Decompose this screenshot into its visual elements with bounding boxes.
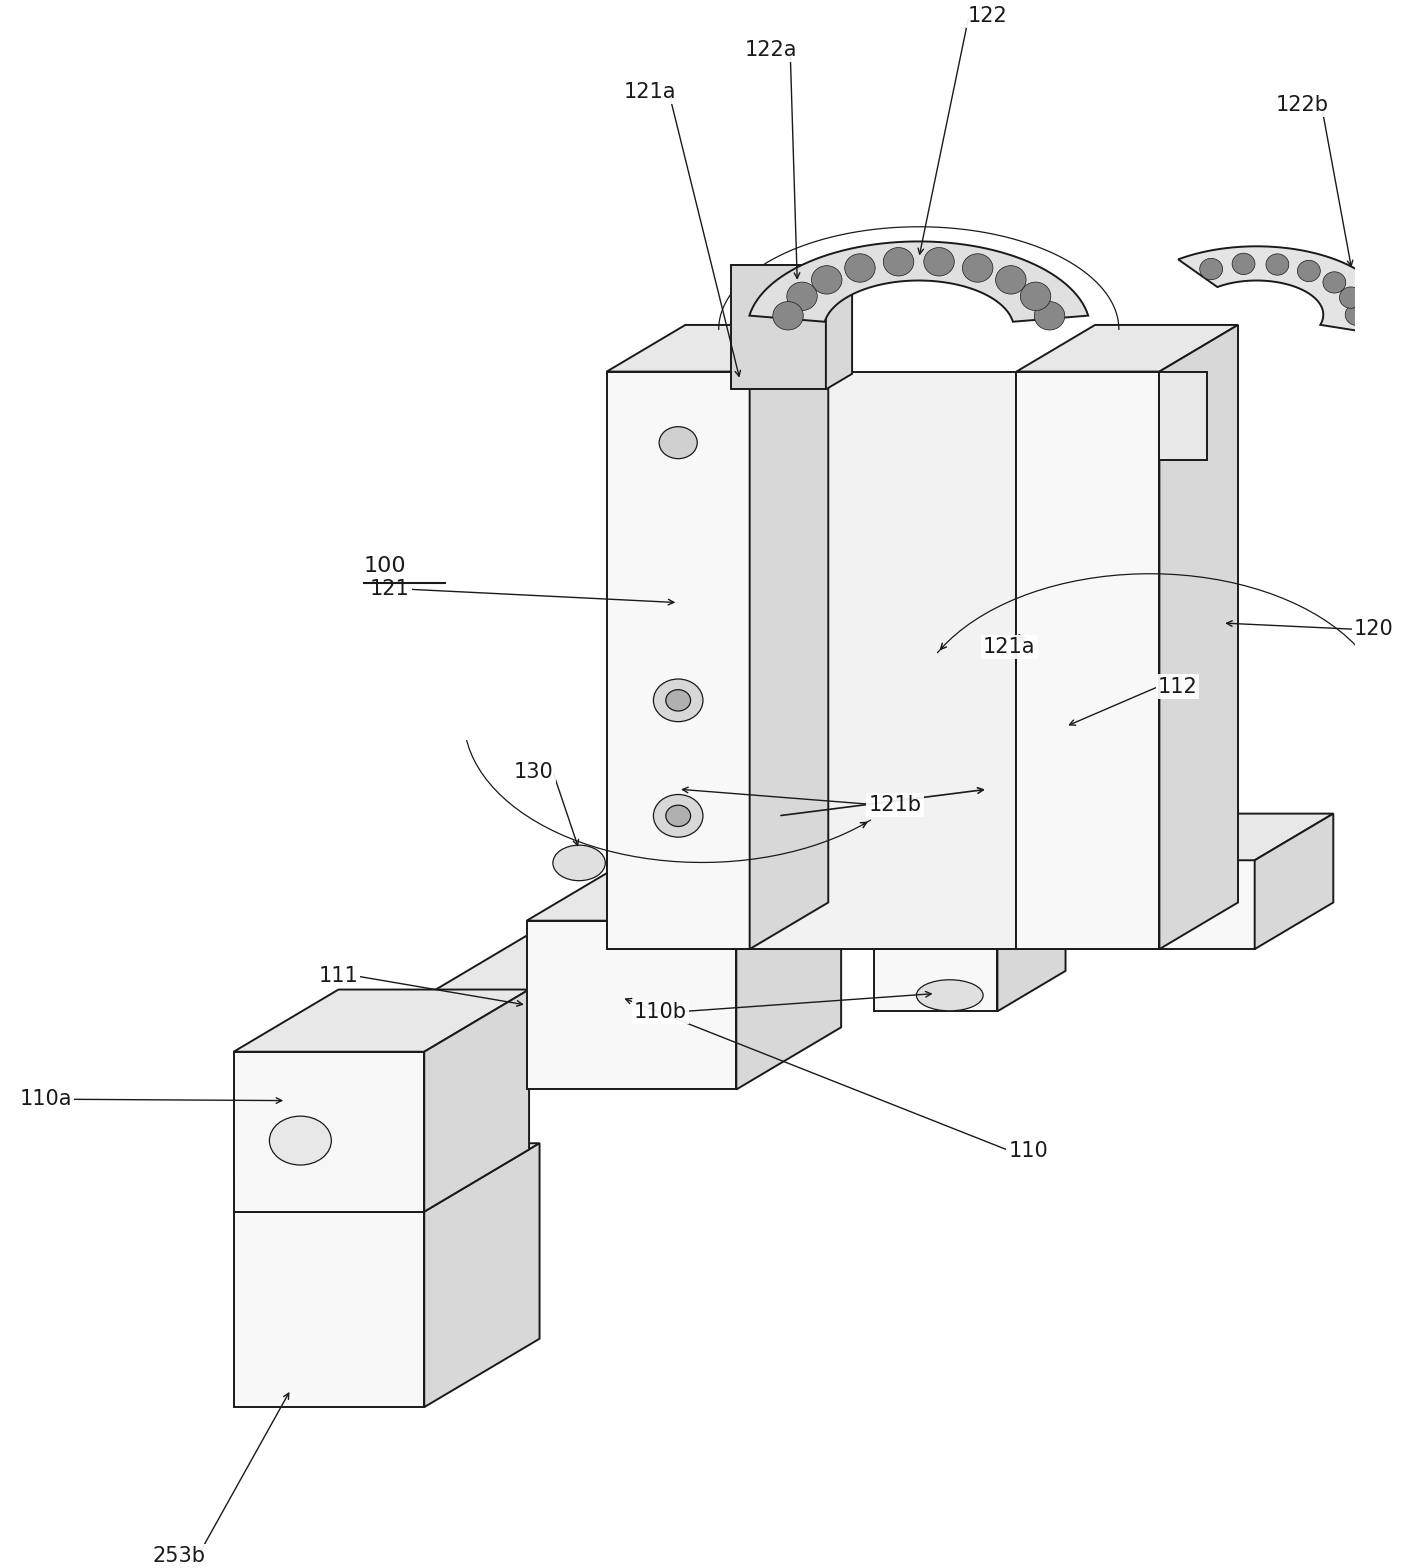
- Text: 120: 120: [1353, 619, 1394, 640]
- Circle shape: [1035, 301, 1064, 329]
- Text: 122a: 122a: [746, 39, 797, 60]
- Polygon shape: [730, 836, 757, 895]
- Text: 112: 112: [1158, 676, 1198, 696]
- Circle shape: [786, 282, 817, 310]
- Text: 110a: 110a: [20, 1090, 72, 1109]
- Polygon shape: [616, 836, 757, 851]
- Text: 121a: 121a: [623, 82, 675, 102]
- Polygon shape: [233, 989, 529, 1052]
- Polygon shape: [1016, 325, 1238, 372]
- Circle shape: [1345, 304, 1367, 326]
- Polygon shape: [750, 325, 828, 949]
- Ellipse shape: [665, 806, 691, 826]
- Text: 100: 100: [364, 557, 406, 575]
- Polygon shape: [607, 814, 1334, 861]
- Text: 253b: 253b: [153, 1546, 205, 1566]
- Polygon shape: [750, 241, 1088, 321]
- Circle shape: [1297, 260, 1320, 282]
- Ellipse shape: [653, 679, 703, 721]
- Polygon shape: [616, 851, 730, 895]
- Ellipse shape: [917, 980, 983, 1011]
- Circle shape: [1266, 254, 1289, 276]
- Text: 121a: 121a: [983, 637, 1036, 657]
- Polygon shape: [607, 372, 750, 949]
- Polygon shape: [1160, 325, 1238, 949]
- Polygon shape: [873, 522, 997, 1011]
- Circle shape: [845, 254, 875, 282]
- Polygon shape: [233, 1143, 539, 1212]
- Circle shape: [995, 265, 1026, 295]
- Circle shape: [772, 301, 803, 329]
- Polygon shape: [730, 265, 826, 389]
- Polygon shape: [736, 859, 841, 1090]
- Circle shape: [1323, 271, 1346, 293]
- Ellipse shape: [553, 845, 605, 881]
- Polygon shape: [526, 920, 736, 1090]
- Polygon shape: [1016, 372, 1160, 949]
- Polygon shape: [1255, 814, 1334, 949]
- Polygon shape: [1178, 246, 1390, 336]
- Ellipse shape: [665, 690, 691, 710]
- Ellipse shape: [653, 795, 703, 837]
- Circle shape: [1339, 287, 1362, 309]
- Text: 122b: 122b: [1276, 96, 1328, 114]
- Text: 121: 121: [371, 579, 410, 599]
- Polygon shape: [233, 1110, 376, 1176]
- Polygon shape: [607, 861, 1255, 949]
- Text: 111: 111: [319, 966, 358, 986]
- Polygon shape: [424, 989, 529, 1212]
- Ellipse shape: [658, 426, 698, 459]
- Text: 110: 110: [1008, 1140, 1047, 1160]
- Polygon shape: [233, 1212, 424, 1406]
- Polygon shape: [424, 1143, 539, 1406]
- Polygon shape: [607, 325, 828, 372]
- Polygon shape: [997, 483, 1066, 1011]
- Circle shape: [1200, 259, 1223, 279]
- Polygon shape: [826, 249, 852, 389]
- Text: 121b: 121b: [869, 795, 921, 815]
- Polygon shape: [526, 859, 841, 920]
- Circle shape: [883, 248, 914, 276]
- Ellipse shape: [270, 1116, 331, 1165]
- Polygon shape: [1160, 372, 1207, 461]
- Polygon shape: [873, 483, 1066, 522]
- Polygon shape: [233, 845, 823, 1110]
- Text: 110b: 110b: [633, 1002, 687, 1022]
- Circle shape: [924, 248, 955, 276]
- Circle shape: [1233, 252, 1255, 274]
- Circle shape: [812, 265, 842, 295]
- Polygon shape: [233, 1052, 424, 1212]
- Polygon shape: [680, 845, 823, 913]
- Text: 122: 122: [967, 6, 1008, 27]
- Circle shape: [1021, 282, 1050, 310]
- Polygon shape: [750, 372, 1016, 949]
- Circle shape: [962, 254, 993, 282]
- Text: 130: 130: [514, 762, 553, 782]
